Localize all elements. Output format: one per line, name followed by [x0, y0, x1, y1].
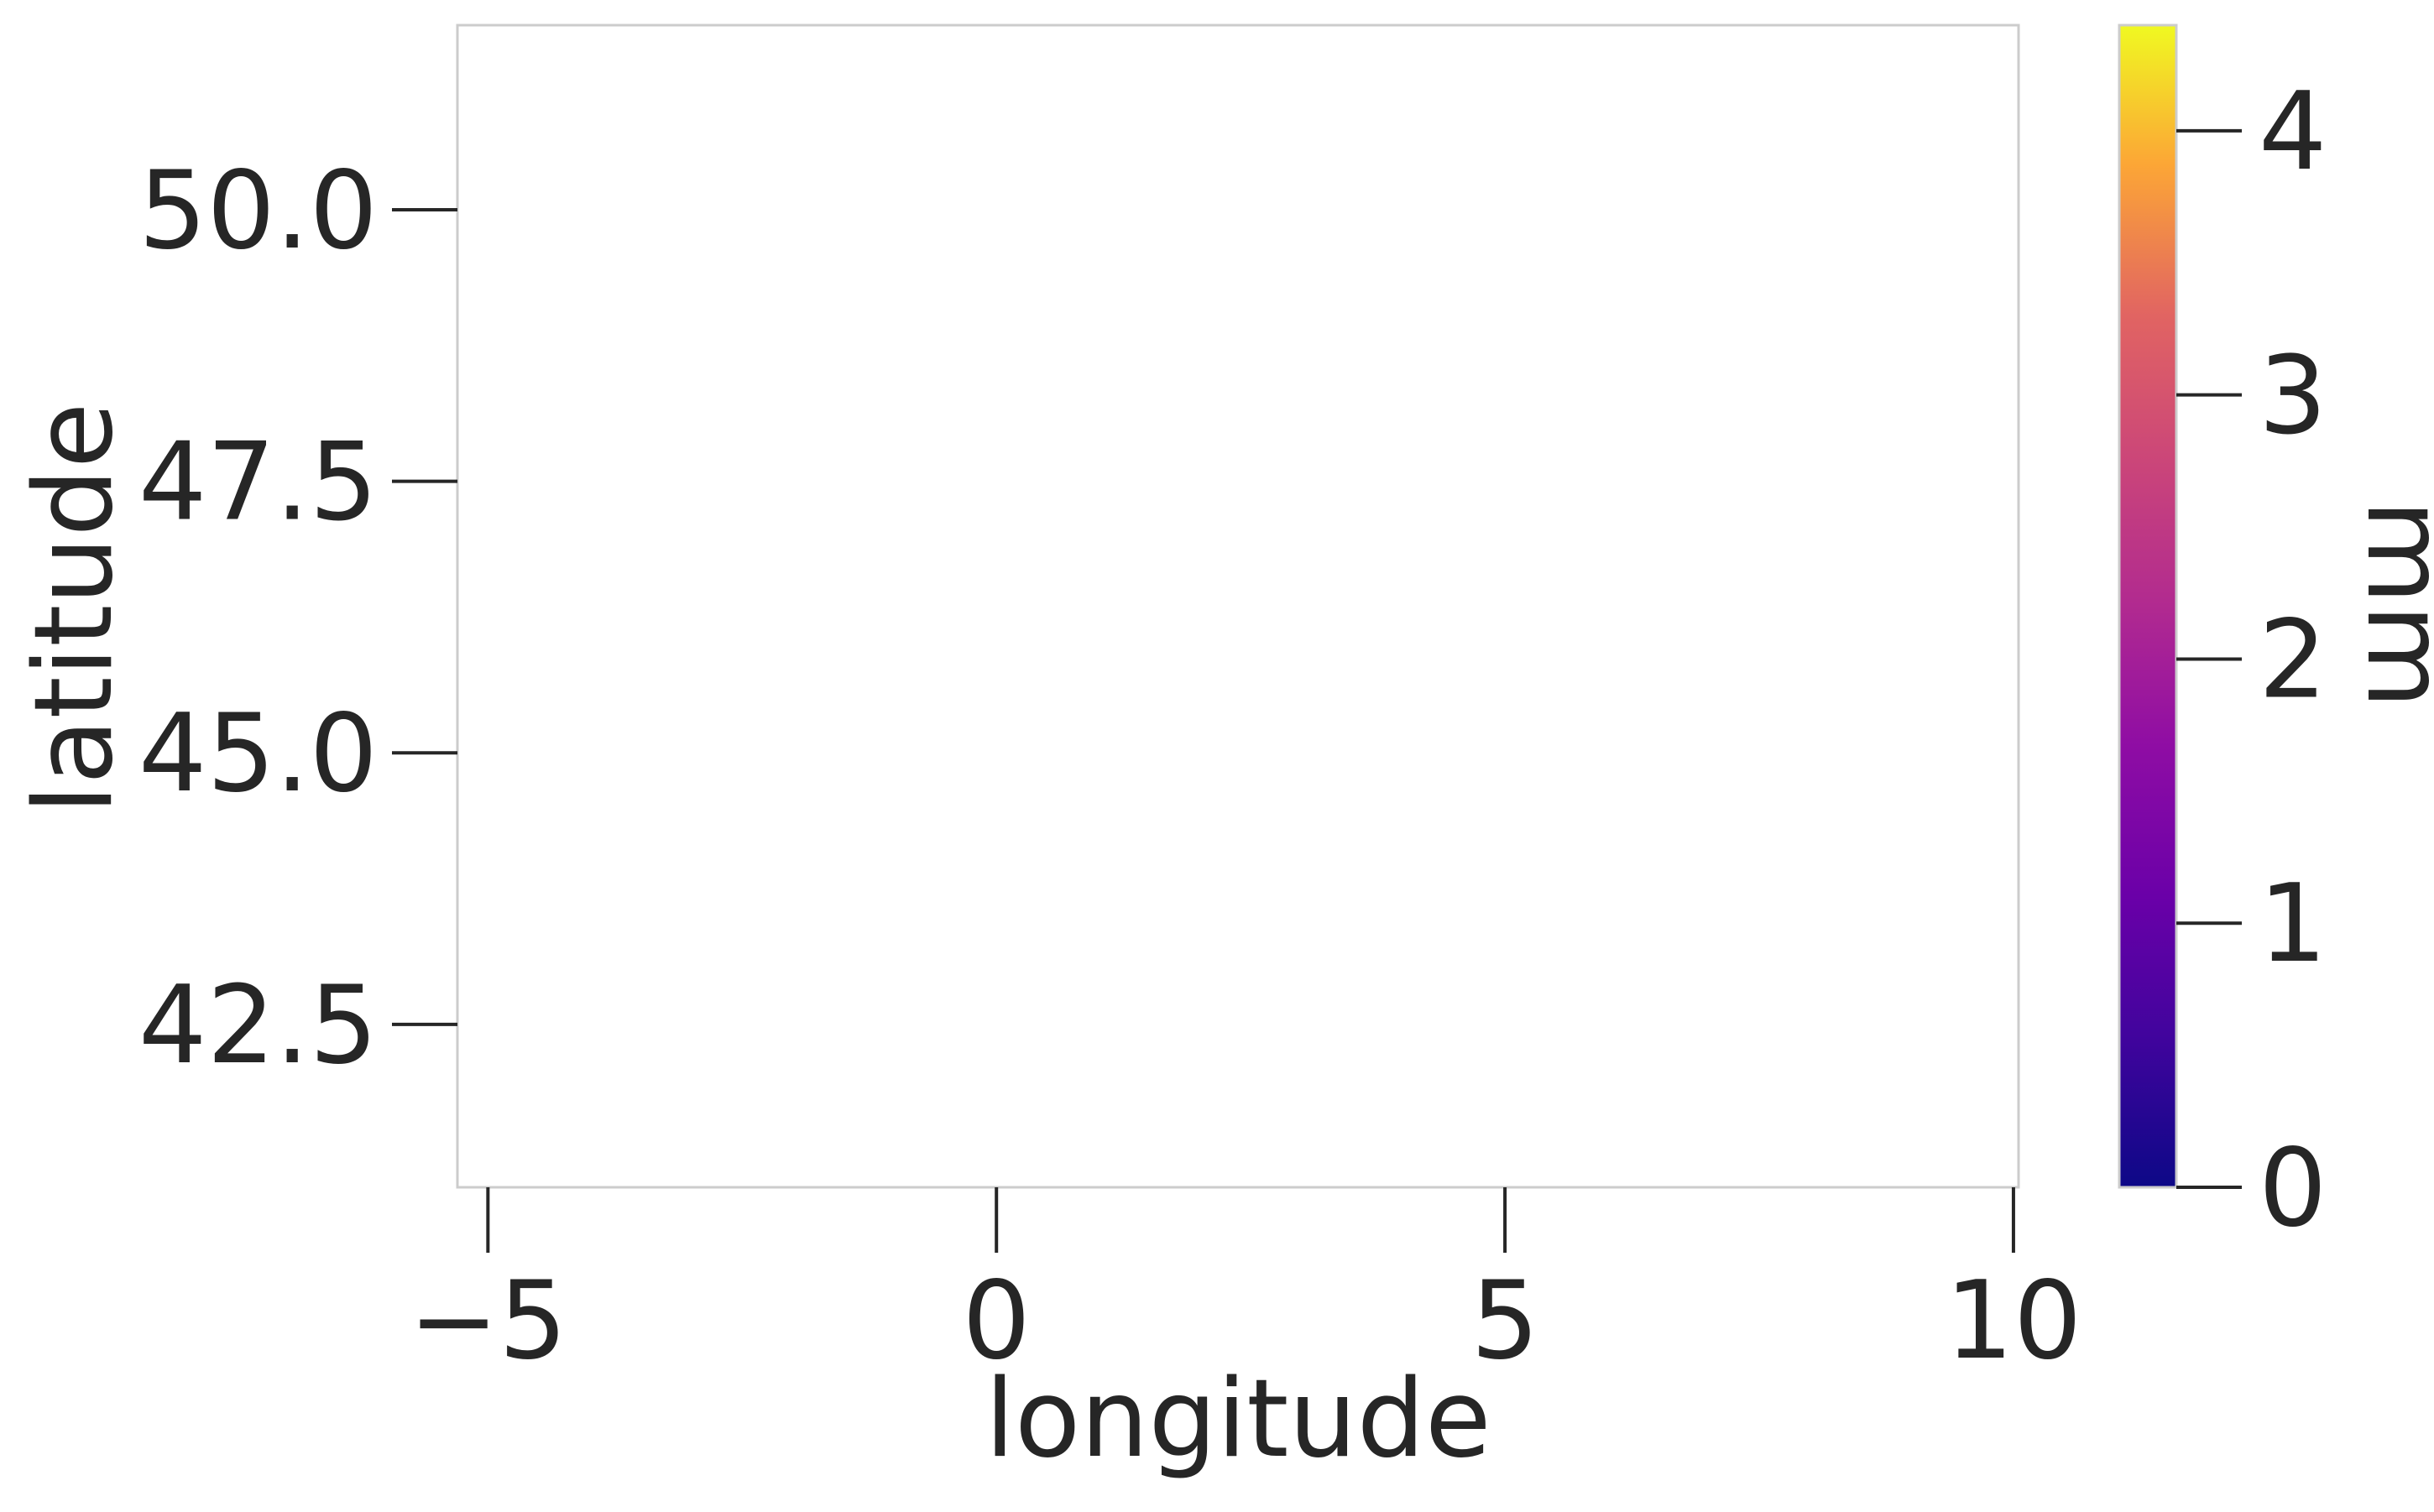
precip-hotspot	[1569, 520, 1665, 617]
precip-hotspot	[1663, 377, 1763, 477]
precip-hotspot	[1319, 807, 1406, 894]
y-tick-label: 42.5	[138, 963, 378, 1088]
x-tick-label: 10	[1946, 1259, 2082, 1384]
precip-hotspot	[1593, 873, 1701, 981]
precip-hotspot	[949, 939, 1044, 1034]
y-axis-label: latitude	[12, 402, 137, 814]
colorbar-tick-label: 4	[2259, 70, 2327, 195]
precip-hotspot	[1417, 726, 1492, 801]
precip-hotspot	[1632, 467, 1725, 560]
precip-hotspot	[1443, 787, 1527, 871]
precip-hotspot	[609, 396, 671, 457]
colorbar-label: mm	[2343, 499, 2434, 708]
precipitation-raster	[457, 25, 2019, 1187]
region-france-mainland	[509, 92, 1831, 1035]
precip-hotspot	[1871, 1049, 1952, 1130]
y-tick-label: 45.0	[138, 691, 378, 816]
x-axis: −5 0 5 10	[409, 1187, 2081, 1384]
colorbar-tick-label: 2	[2259, 597, 2327, 722]
map-plot-area	[456, 23, 2020, 1189]
colorbar: 0 1 2 3 4 mm	[2118, 23, 2434, 1251]
y-tick-label: 50.0	[138, 149, 378, 274]
x-tick-label: 0	[962, 1259, 1030, 1384]
x-axis-label: longitude	[985, 1357, 1491, 1482]
precip-hotspot	[1888, 1003, 1976, 1090]
region-corsica	[1871, 970, 1967, 1144]
x-tick-label: 5	[1470, 1259, 1538, 1384]
precip-hotspot	[1646, 754, 1752, 860]
y-tick-label: 47.5	[138, 420, 378, 545]
precip-hotspot	[1647, 571, 1749, 674]
precip-hotspot	[1523, 340, 1589, 406]
precip-hotspot	[870, 925, 959, 1014]
colorbar-tick-label: 1	[2259, 862, 2327, 987]
colorbar-tick-label: 3	[2259, 334, 2327, 459]
precip-hotspot	[1217, 480, 1285, 548]
x-tick-label: −5	[409, 1259, 567, 1384]
y-axis: 42.5 45.0 47.5 50.0	[138, 149, 457, 1088]
colorbar-tick-label: 0	[2259, 1126, 2327, 1251]
colorbar-gradient	[2118, 23, 2178, 1189]
precip-hotspot	[1016, 645, 1079, 708]
precip-hotspot	[1591, 837, 1683, 929]
axes-frame	[456, 23, 2020, 1189]
